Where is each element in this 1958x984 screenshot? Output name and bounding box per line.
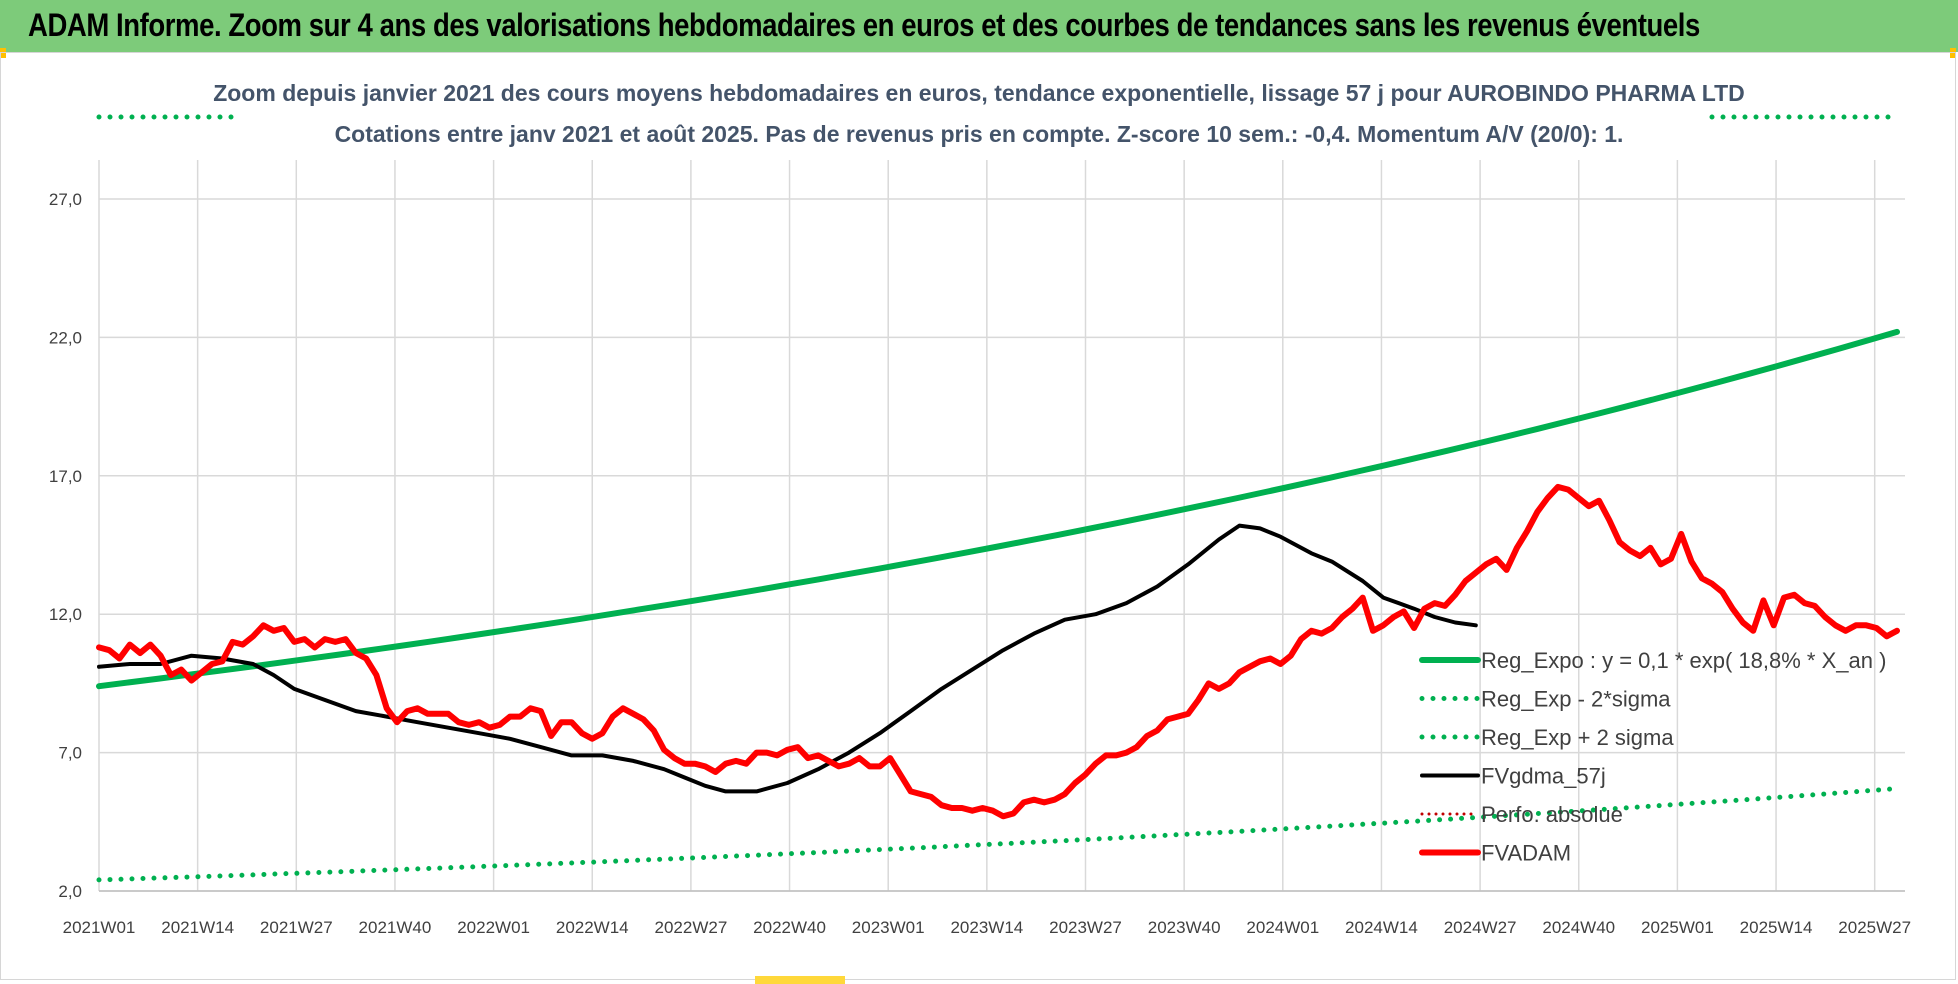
x-tick-label: 2024W40	[1542, 918, 1615, 937]
scroll-marker	[755, 976, 845, 984]
corner-marker-right	[1950, 48, 1956, 58]
legend-label: Reg_Exp + 2 sigma	[1481, 725, 1674, 750]
y-tick-label: 27,0	[49, 190, 82, 209]
grid-layer	[98, 160, 1905, 892]
x-tick-label: 2023W01	[852, 918, 925, 937]
x-tick-label: 2021W01	[63, 918, 136, 937]
legend: Reg_Expo : y = 0,1 * exp( 18,8% * X_an )…	[1419, 648, 1886, 866]
x-tick-label: 2022W01	[457, 918, 530, 937]
x-tick-label: 2025W27	[1838, 918, 1911, 937]
y-tick-label: 12,0	[49, 605, 82, 624]
x-tick-label: 2023W14	[950, 918, 1023, 937]
y-tick-label: 7,0	[58, 744, 82, 763]
series-layer	[96, 328, 1900, 883]
chart-subtitle-line2: Cotations entre janv 2021 et août 2025. …	[335, 121, 1624, 147]
x-tick-label: 2021W14	[161, 918, 234, 937]
x-tick-label: 2022W27	[655, 918, 728, 937]
x-tick-label: 2021W27	[260, 918, 333, 937]
x-tick-label: 2022W40	[753, 918, 826, 937]
x-tick-label: 2023W27	[1049, 918, 1122, 937]
x-tick-label: 2024W01	[1246, 918, 1319, 937]
x-tick-label: 2025W01	[1641, 918, 1714, 937]
chart-frame	[0, 52, 1956, 980]
corner-marker-left	[0, 48, 6, 58]
x-axis-ticks: 2021W01 2021W14 2021W27 2021W40 2022W01 2022W…	[63, 918, 1911, 937]
y-tick-label: 2,0	[58, 882, 82, 901]
legend-label: FVgdma_57j	[1481, 764, 1606, 789]
y-tick-label: 22,0	[49, 328, 82, 347]
y-axis-ticks: 2,0 7,0 12,0 17,0 22,0 27,0	[49, 190, 82, 901]
x-tick-label: 2025W14	[1740, 918, 1813, 937]
series-reg-expo-line	[96, 328, 1900, 690]
x-tick-label: 2021W40	[359, 918, 432, 937]
series-reg-exp-minus-2sigma	[96, 786, 1900, 883]
legend-label: Reg_Exp - 2*sigma	[1481, 687, 1671, 712]
series-fvgdma-line	[97, 523, 1478, 794]
y-tick-label: 17,0	[49, 467, 82, 486]
legend-label: FVADAM	[1481, 841, 1571, 866]
x-tick-label: 2024W27	[1444, 918, 1517, 937]
header-bar: ADAM Informe. Zoom sur 4 ans des valoris…	[0, 0, 1958, 52]
legend-label: Perfo. absolue	[1481, 802, 1623, 827]
x-tick-label: 2024W14	[1345, 918, 1418, 937]
chart-subtitle-line1: Zoom depuis janvier 2021 des cours moyen…	[213, 80, 1745, 106]
x-tick-label: 2023W40	[1148, 918, 1221, 937]
legend-label: Reg_Expo : y = 0,1 * exp( 18,8% * X_an )	[1481, 648, 1886, 673]
page-title: ADAM Informe. Zoom sur 4 ans des valoris…	[28, 7, 1700, 43]
x-tick-label: 2022W14	[556, 918, 629, 937]
series-fvadam-line	[96, 483, 1900, 820]
